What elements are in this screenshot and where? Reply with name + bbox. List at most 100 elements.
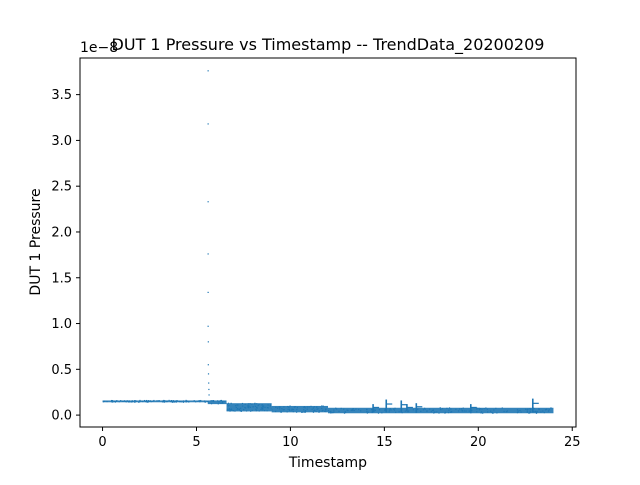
- data-point: [248, 407, 250, 409]
- data-points-layer: [102, 70, 554, 414]
- data-point: [204, 401, 206, 403]
- data-point: [325, 408, 327, 410]
- data-point: [287, 405, 289, 408]
- data-point: [249, 406, 251, 408]
- data-point: [255, 410, 257, 412]
- data-point: [351, 409, 353, 411]
- data-point: [486, 408, 488, 410]
- data-point: [288, 408, 291, 410]
- x-tick-label: 5: [192, 435, 200, 450]
- data-point: [338, 410, 340, 412]
- data-point: [163, 399, 165, 402]
- data-point: [492, 412, 494, 414]
- data-point: [505, 411, 508, 413]
- data-point: [312, 407, 315, 409]
- data-point: [239, 410, 241, 412]
- data-point: [260, 407, 263, 409]
- data-point: [491, 411, 493, 414]
- data-point: [120, 400, 122, 402]
- data-point: [352, 409, 354, 411]
- data-point: [221, 400, 223, 403]
- data-point: [340, 407, 342, 410]
- data-point: [222, 402, 224, 404]
- data-point: [238, 408, 240, 410]
- data-point: [114, 400, 116, 402]
- data-point: [127, 401, 129, 403]
- data-point: [471, 410, 473, 412]
- data-point: [269, 404, 272, 406]
- data-point: [153, 399, 155, 402]
- data-point: [198, 400, 200, 402]
- data-point: [124, 400, 127, 403]
- data-point: [178, 400, 180, 402]
- data-point: [116, 400, 118, 402]
- data-point: [111, 400, 114, 402]
- data-point: [242, 405, 244, 407]
- data-point: [165, 400, 168, 403]
- data-point: [448, 407, 451, 409]
- data-point: [152, 400, 154, 403]
- data-point: [128, 400, 130, 402]
- data-point: [226, 408, 228, 410]
- data-point-burst: [406, 406, 413, 409]
- data-point: [490, 410, 492, 412]
- x-tick-label: 20: [470, 435, 487, 450]
- data-point: [256, 403, 258, 405]
- data-point: [373, 410, 375, 412]
- data-point: [245, 407, 247, 409]
- data-point: [256, 406, 258, 408]
- data-point: [286, 411, 288, 413]
- data-point-burst: [415, 403, 418, 413]
- data-point: [317, 408, 319, 410]
- data-point: [476, 411, 478, 413]
- data-point: [282, 409, 284, 411]
- data-point: [207, 201, 209, 203]
- data-point: [188, 401, 190, 403]
- data-point: [207, 364, 209, 366]
- data-point: [164, 401, 166, 403]
- data-point: [546, 408, 548, 410]
- data-point: [114, 401, 116, 403]
- data-point: [434, 411, 436, 413]
- data-point: [432, 409, 434, 411]
- data-point: [221, 401, 224, 403]
- y-tick-label: 2.0: [51, 225, 72, 240]
- data-point: [195, 401, 197, 403]
- data-point: [115, 400, 117, 402]
- data-point: [438, 412, 440, 414]
- data-point: [344, 411, 347, 414]
- data-point: [186, 400, 188, 402]
- data-point: [255, 408, 257, 410]
- data-point: [321, 407, 323, 410]
- data-point: [325, 410, 327, 413]
- data-point: [162, 401, 164, 403]
- data-point: [251, 409, 253, 412]
- data-point: [408, 410, 410, 412]
- data-point: [267, 404, 269, 406]
- data-point: [366, 411, 368, 413]
- data-point: [533, 411, 535, 413]
- data-point: [207, 325, 209, 327]
- data-point: [208, 388, 210, 391]
- data-point: [529, 410, 531, 412]
- data-point: [279, 408, 281, 410]
- data-point: [306, 406, 308, 408]
- data-point: [234, 405, 237, 407]
- data-point: [228, 408, 230, 410]
- data-point: [485, 407, 487, 409]
- data-point: [219, 400, 221, 402]
- data-point: [304, 407, 306, 409]
- data-point: [254, 405, 256, 407]
- data-point: [314, 409, 316, 412]
- data-point: [147, 401, 149, 403]
- data-point: [249, 403, 251, 405]
- data-point: [322, 409, 324, 411]
- data-point: [302, 411, 304, 413]
- data-point: [315, 410, 317, 413]
- data-point: [250, 410, 252, 412]
- data-point: [526, 409, 528, 411]
- data-point: [548, 409, 550, 411]
- data-point: [260, 408, 262, 411]
- data-point: [439, 407, 441, 409]
- data-point: [360, 410, 362, 412]
